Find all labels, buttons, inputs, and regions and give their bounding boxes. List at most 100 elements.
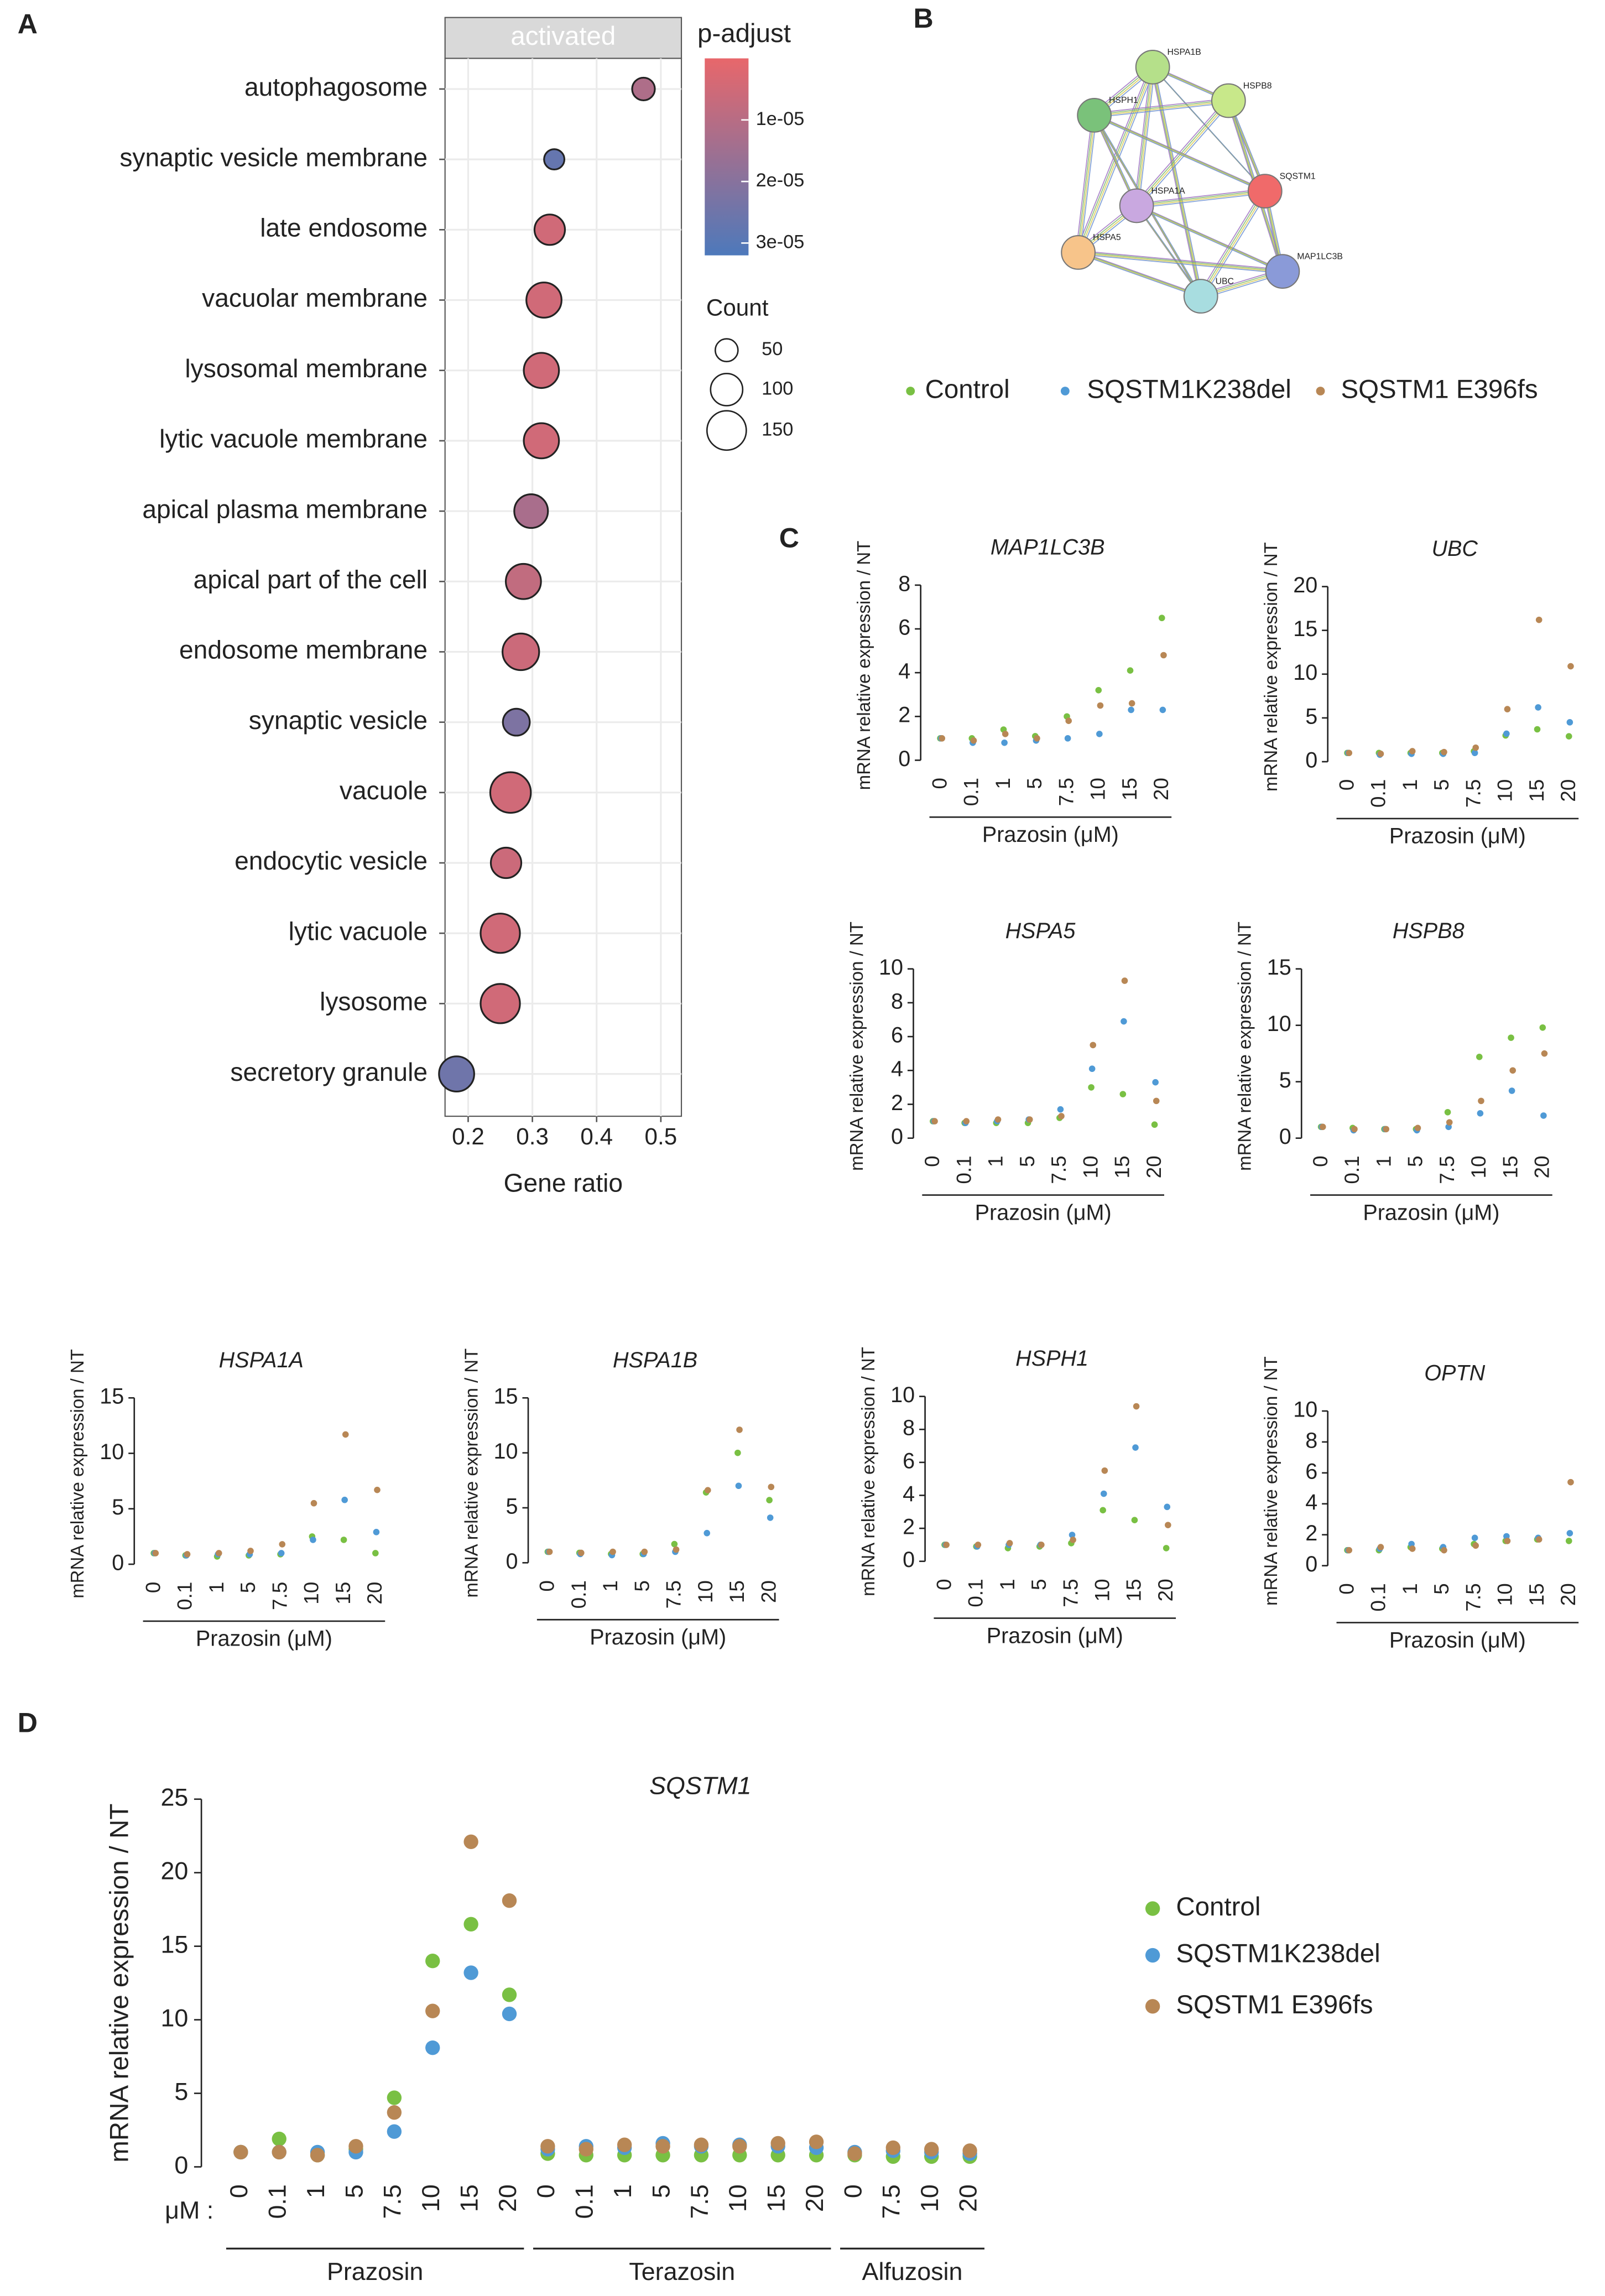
- point: [1152, 1079, 1159, 1086]
- point: [1377, 1544, 1384, 1550]
- y-tick-label: 10: [1293, 1397, 1317, 1422]
- point: [1441, 748, 1447, 756]
- dot: [489, 771, 532, 814]
- dot: [513, 493, 549, 529]
- chart-title: OPTN: [1424, 1361, 1485, 1386]
- point: [1409, 748, 1416, 754]
- point: [152, 1550, 159, 1556]
- y-tick-label: 0: [174, 2151, 188, 2179]
- point: [1534, 726, 1541, 733]
- y-tick-label: 10: [1267, 1012, 1291, 1036]
- point: [1509, 1067, 1517, 1074]
- point: [1444, 1108, 1451, 1116]
- x-tick-label: 15: [455, 2184, 483, 2212]
- size-legend-label: 150: [762, 419, 793, 440]
- point: [463, 1834, 478, 1850]
- x-tick-label: 10: [1091, 1579, 1114, 1601]
- point: [994, 1116, 1002, 1123]
- point: [924, 2142, 939, 2157]
- y-tick-label: 0: [898, 747, 910, 771]
- x-tick-label: 15: [1525, 779, 1548, 802]
- x-tick-label: 0: [225, 2184, 253, 2198]
- x-tick-label: 0.1: [960, 778, 983, 806]
- legend-label: Control: [925, 375, 1010, 404]
- x-axis-label: Gene ratio: [504, 1168, 623, 1197]
- legend-label: Control: [1176, 1892, 1260, 1922]
- y-axis-label: mRNA relative expression / NT: [846, 921, 867, 1171]
- x-tick-label: 0.1: [1367, 779, 1390, 808]
- y-tick-label: 10: [100, 1440, 124, 1464]
- x-tick-label: 0.1: [263, 2184, 291, 2219]
- point: [1121, 977, 1128, 984]
- point: [1006, 1540, 1013, 1547]
- point: [1160, 652, 1167, 659]
- point: [766, 1497, 773, 1503]
- point: [502, 2006, 517, 2022]
- dot: [504, 563, 542, 600]
- point: [1377, 751, 1384, 757]
- x-tick-label: 20: [800, 2184, 828, 2212]
- y-tick-label: 4: [891, 1057, 903, 1081]
- point: [1471, 1534, 1478, 1542]
- x-tick-label: 0.1: [567, 1580, 590, 1608]
- y-tick-label: 5: [112, 1495, 124, 1519]
- size-legend-dot: [710, 373, 744, 407]
- x-tick-label: 10: [300, 1582, 323, 1605]
- x-tick-label: 1: [608, 2184, 637, 2198]
- x-tick-label: 7.5: [877, 2184, 905, 2219]
- point: [655, 2139, 670, 2154]
- chart-title: HSPA1A: [219, 1348, 304, 1372]
- point: [673, 1546, 680, 1553]
- x-tick-label: 10: [694, 1580, 717, 1603]
- color-bar: [705, 58, 749, 256]
- y-tick-label: late endosome: [260, 213, 428, 242]
- x-tick-label: 20: [1143, 1155, 1165, 1178]
- point: [215, 1550, 222, 1556]
- legend-label: SQSTM1 E396fs: [1176, 1990, 1373, 2019]
- y-tick-label: 25: [160, 1783, 188, 1811]
- dot: [525, 282, 562, 319]
- dot: [502, 707, 531, 737]
- y-tick-label: 8: [898, 571, 910, 596]
- chart-title: HSPA5: [1005, 919, 1076, 943]
- x-axis-label: Prazosin (μM): [590, 1625, 726, 1649]
- point: [387, 2124, 402, 2139]
- x-tick-label: 0: [1335, 779, 1358, 791]
- point: [540, 2139, 555, 2154]
- y-tick-label: synaptic vesicle: [249, 706, 428, 735]
- y-axis-label: mRNA relative expression / NT: [858, 1347, 878, 1596]
- network-node-label: SQSTM1: [1280, 171, 1316, 181]
- point: [1535, 616, 1543, 623]
- point: [1001, 739, 1008, 746]
- point: [1164, 1503, 1171, 1511]
- y-tick-label: 15: [160, 1930, 188, 1958]
- point: [1383, 1126, 1390, 1133]
- chart-title: HSPH1: [1015, 1346, 1088, 1371]
- panel-label: B: [913, 3, 933, 34]
- point: [1165, 1522, 1171, 1528]
- color-tick-label: 3e-05: [756, 231, 805, 252]
- point: [767, 1514, 774, 1521]
- point: [1132, 1444, 1139, 1451]
- y-tick-label: 10: [160, 2003, 188, 2032]
- network-edge: [1134, 98, 1227, 205]
- point: [735, 1482, 742, 1490]
- x-tick-label: 20: [757, 1580, 780, 1603]
- x-tick-label: 15: [332, 1582, 355, 1605]
- network-edge: [1093, 99, 1228, 116]
- x-tick-label: 1: [1399, 779, 1421, 791]
- point: [1099, 1507, 1106, 1514]
- point: [502, 1987, 517, 2002]
- x-tick-label: 0.5: [645, 1123, 678, 1149]
- x-tick-label: 7.5: [1462, 1583, 1484, 1611]
- network-edge: [1078, 116, 1096, 253]
- point: [1566, 719, 1573, 726]
- y-tick-label: 10: [890, 1383, 915, 1407]
- network-node: [1119, 188, 1154, 223]
- y-tick-label: endosome membrane: [179, 636, 428, 664]
- network-edge: [1077, 251, 1201, 296]
- point: [1128, 706, 1134, 714]
- network-edge: [1076, 249, 1199, 295]
- x-tick-label: 7.5: [1436, 1155, 1458, 1184]
- color-legend-title: p-adjust: [697, 19, 791, 48]
